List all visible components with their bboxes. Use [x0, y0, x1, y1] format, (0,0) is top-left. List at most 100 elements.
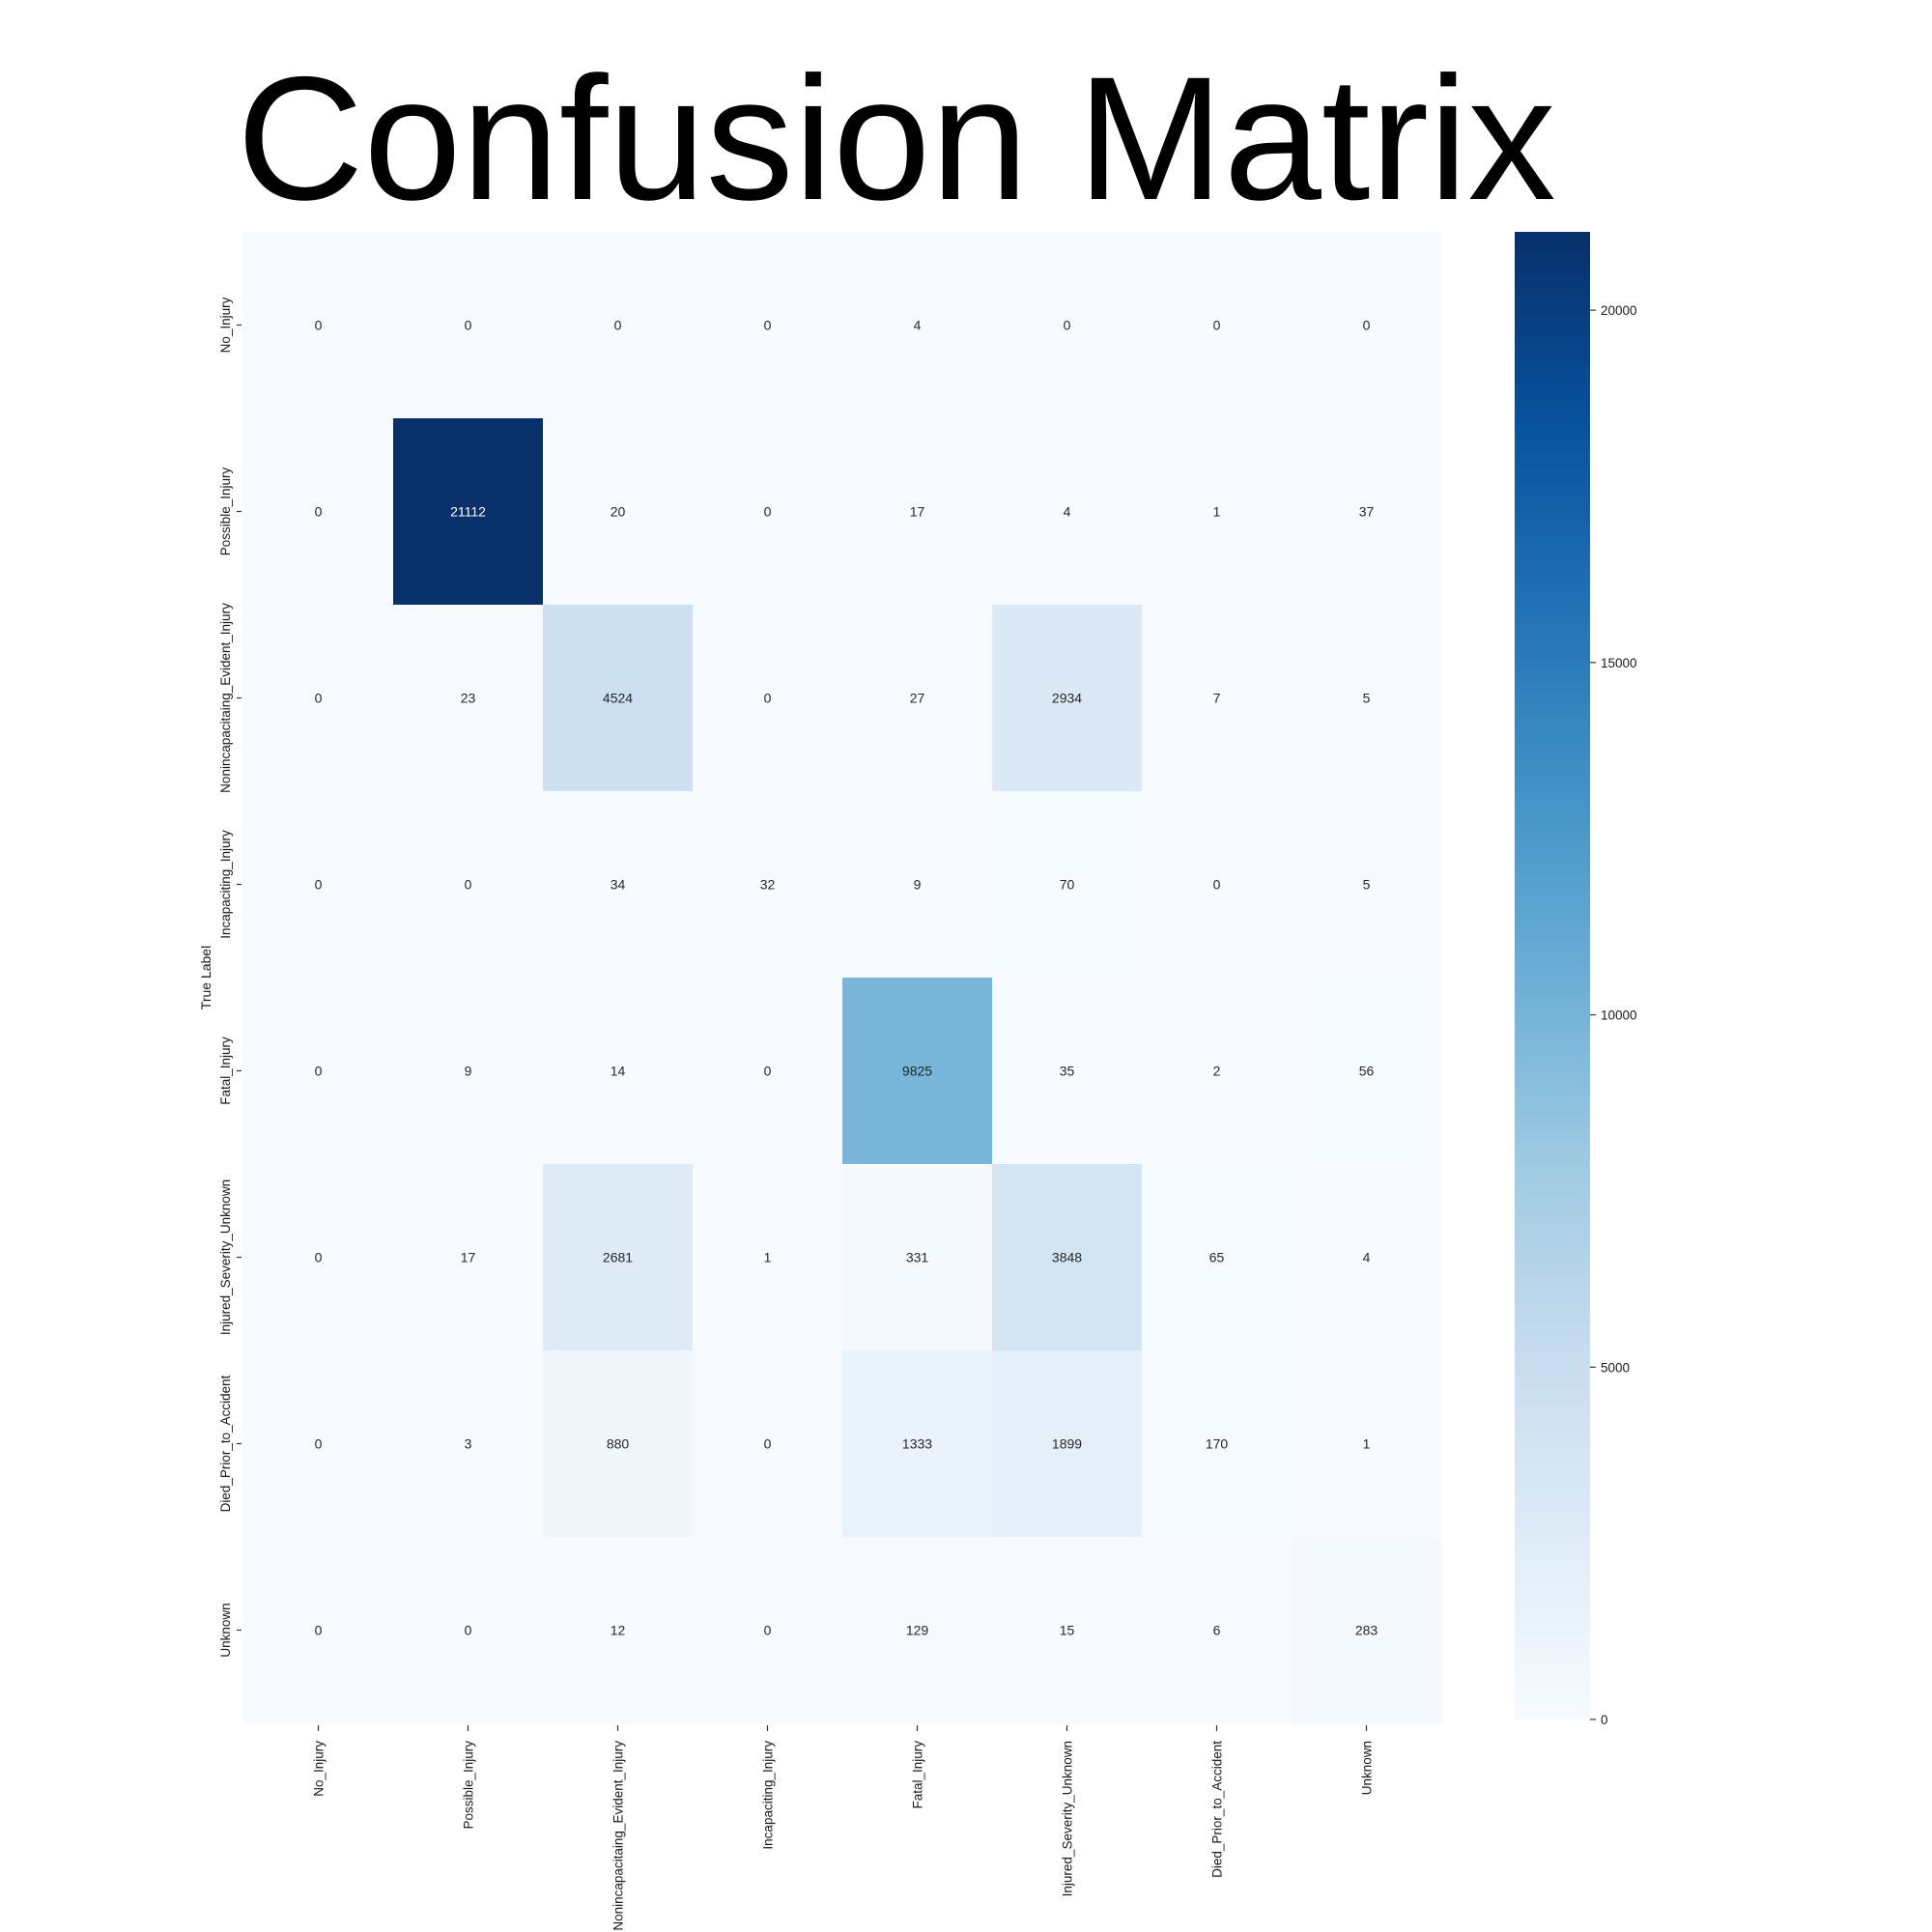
- cell-value-label: 21112: [450, 504, 486, 520]
- heatmap-cell: [543, 1350, 694, 1538]
- cell-value-label: 17: [910, 504, 925, 520]
- colorbar: [1515, 232, 1590, 1719]
- cell-value-label: 20: [611, 504, 626, 520]
- cell-value-label: 1899: [1052, 1436, 1082, 1452]
- cell-value-label: 0: [614, 318, 622, 333]
- heatmap-cell: [243, 1164, 394, 1351]
- cell-value-label: 6: [1213, 1623, 1221, 1638]
- heatmap-cell: [393, 605, 544, 792]
- heatmap-cell: [842, 978, 993, 1165]
- x-tick-label: Possible_Injury: [462, 1741, 476, 1830]
- colorbar-tick-label: 0: [1601, 1713, 1608, 1727]
- cell-value-label: 0: [315, 1436, 323, 1452]
- cell-value-label: 0: [465, 318, 472, 333]
- heatmap-cell: [1292, 1350, 1442, 1538]
- heatmap-cell: [393, 1537, 544, 1724]
- cell-value-label: 0: [315, 1064, 323, 1079]
- heatmap-cell: [1142, 418, 1293, 606]
- y-tick-label: Possible_Injury: [218, 467, 233, 555]
- x-tick-label: Nonincapacitaing_Evident_Injury: [611, 1741, 626, 1931]
- heatmap-cell: [243, 791, 394, 979]
- cell-value-label: 56: [1359, 1064, 1375, 1079]
- cell-value-label: 9: [914, 877, 922, 893]
- cell-value-label: 0: [315, 691, 323, 706]
- y-axis-label: True Label: [198, 946, 213, 1009]
- heatmap-cell: [393, 232, 544, 419]
- cell-value-label: 2934: [1052, 691, 1082, 706]
- y-tick-label: Fatal_Injury: [218, 1037, 233, 1105]
- heatmap-cell: [693, 418, 843, 606]
- cell-value-label: 65: [1209, 1250, 1225, 1265]
- heatmap-cell: [842, 1350, 993, 1538]
- chart-title: Confusion Matrix: [237, 40, 1556, 237]
- cell-value-label: 0: [1363, 318, 1371, 333]
- cell-value-label: 331: [906, 1250, 929, 1265]
- cell-value-label: 1333: [902, 1436, 932, 1452]
- cell-value-label: 23: [461, 691, 476, 706]
- heatmap-cell: [842, 791, 993, 979]
- cell-value-label: 32: [760, 877, 776, 893]
- cell-value-label: 0: [465, 877, 472, 893]
- heatmap-cell: [393, 418, 544, 606]
- heatmap-cell: [693, 605, 843, 792]
- colorbar-tick-label: 10000: [1601, 1009, 1637, 1023]
- heatmap-cell: [992, 605, 1143, 792]
- cell-value-label: 0: [315, 1250, 323, 1265]
- y-tick-label: Injured_Severity_Unknown: [218, 1179, 233, 1335]
- heatmap-cell: [393, 791, 544, 979]
- heatmap-cell: [543, 605, 694, 792]
- heatmap-cell: [693, 1350, 843, 1538]
- heatmap-cell: [243, 1537, 394, 1724]
- cell-value-label: 0: [764, 1064, 772, 1079]
- cell-value-label: 0: [315, 877, 323, 893]
- heatmap-cell: [1292, 1164, 1442, 1351]
- heatmap-cell: [992, 1537, 1143, 1724]
- heatmap-cell: [1142, 605, 1293, 792]
- heatmap-cell: [1292, 791, 1442, 979]
- cell-value-label: 0: [315, 504, 323, 520]
- cell-value-label: 129: [906, 1623, 929, 1638]
- y-axis-ticks: No_Injury Possible_Injury Nonincapacitaing…: [218, 297, 242, 1658]
- x-tick-label: Fatal_Injury: [911, 1741, 925, 1809]
- cell-value-label: 0: [1213, 877, 1221, 893]
- cell-value-label: 9: [465, 1064, 472, 1079]
- heatmap-cell: [1292, 605, 1442, 792]
- cell-value-label: 5: [1363, 691, 1371, 706]
- x-tick-label: Unknown: [1360, 1741, 1375, 1795]
- heatmap-cell: [243, 605, 394, 792]
- heatmap-cell: [243, 978, 394, 1165]
- heatmap-cell: [1142, 1350, 1293, 1538]
- heatmap-cell: [1142, 1537, 1293, 1724]
- heatmap-cell: [543, 1164, 694, 1351]
- cell-value-label: 283: [1355, 1623, 1378, 1638]
- cell-value-label: 2681: [603, 1250, 633, 1265]
- heatmap-cell: [393, 978, 544, 1165]
- x-tick-label: Incapaciting_Injury: [761, 1741, 776, 1850]
- heatmap-cell: [842, 605, 993, 792]
- heatmap-cell: [543, 418, 694, 606]
- heatmap-cell: [992, 978, 1143, 1165]
- cell-value-label: 14: [611, 1064, 626, 1079]
- cell-value-label: 0: [764, 318, 772, 333]
- cell-value-label: 4524: [603, 691, 633, 706]
- cell-value-label: 0: [764, 1623, 772, 1638]
- cell-value-label: 27: [910, 691, 925, 706]
- heatmap-cell: [842, 418, 993, 606]
- cell-value-label: 0: [315, 318, 323, 333]
- heatmap-cell: [543, 978, 694, 1165]
- heatmap-cell: [243, 232, 394, 419]
- x-tick-label: No_Injury: [312, 1741, 327, 1797]
- y-tick-label: No_Injury: [218, 297, 233, 353]
- cell-value-label: 0: [764, 504, 772, 520]
- cell-value-label: 70: [1060, 877, 1075, 893]
- heatmap-cells: [243, 232, 1442, 1724]
- heatmap-cell: [1142, 232, 1293, 419]
- heatmap-cell: [1292, 232, 1442, 419]
- heatmap-cell: [693, 232, 843, 419]
- cell-value-label: 34: [611, 877, 626, 893]
- heatmap-cell: [693, 978, 843, 1165]
- y-tick-label: Nonincapacitaing_Evident_Injury: [218, 603, 233, 793]
- cell-value-label: 0: [1213, 318, 1221, 333]
- heatmap-cell: [543, 791, 694, 979]
